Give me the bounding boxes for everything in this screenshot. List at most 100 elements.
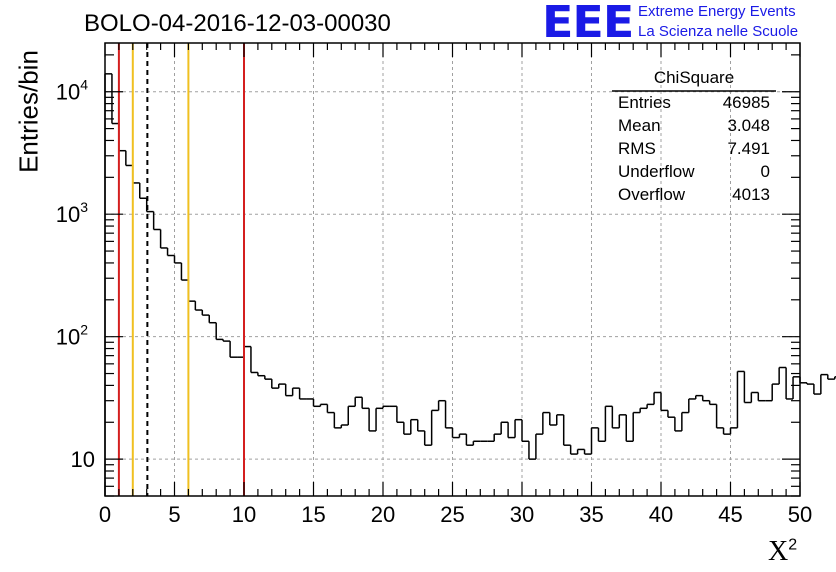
- chart-title: BOLO-04-2016-12-03-00030: [84, 10, 391, 37]
- stats-row-overflow: Overflow 4013: [618, 185, 770, 207]
- histogram-bin: [625, 414, 634, 442]
- histogram-bin: [542, 411, 550, 435]
- histogram-bin: [715, 404, 724, 429]
- histogram-bin: [194, 301, 203, 311]
- stats-value: 4013: [732, 185, 770, 204]
- histogram-bin: [152, 211, 161, 231]
- histogram-bin: [653, 391, 661, 405]
- histogram-bin: [278, 383, 286, 389]
- histogram-bin: [604, 405, 613, 442]
- histogram-bin: [549, 412, 557, 426]
- y-tick-label-exponent: 3: [80, 199, 88, 215]
- histogram-bin: [361, 397, 370, 410]
- reference-lines: [117, 43, 245, 496]
- histogram-bin: [646, 403, 655, 409]
- stats-key: Mean: [618, 116, 661, 135]
- x-tick-label: 5: [168, 502, 180, 527]
- y-tick-label: 104: [56, 77, 88, 105]
- histogram-bin: [111, 73, 119, 125]
- histogram-bin: [813, 384, 821, 395]
- histogram-bin: [507, 422, 516, 439]
- stats-value: 7.491: [727, 139, 770, 158]
- histogram-bin: [465, 434, 474, 446]
- histogram-bin: [792, 376, 800, 399]
- x-tick-label: 45: [718, 502, 742, 527]
- y-tick-label-base: 10: [71, 447, 95, 472]
- histogram-bin: [430, 409, 439, 446]
- x-tick-label: 50: [788, 502, 812, 527]
- stats-value: 3.048: [727, 116, 770, 135]
- histogram-bin: [396, 406, 404, 424]
- histogram-bin: [701, 395, 710, 402]
- histogram-bin: [618, 414, 627, 428]
- histogram-bin: [201, 310, 210, 316]
- histogram-bin: [562, 414, 571, 446]
- stats-key: Overflow: [618, 185, 686, 204]
- histogram-bin: [500, 421, 509, 435]
- histogram-bin: [757, 392, 766, 402]
- histogram-bin: [785, 367, 794, 400]
- histogram-bin: [590, 427, 599, 455]
- histogram-bin: [708, 400, 717, 406]
- stats-value: 46985: [722, 93, 770, 112]
- histogram-bin: [215, 322, 224, 341]
- histogram-bin: [639, 407, 648, 413]
- stats-row-entries: Entries 46985: [618, 93, 770, 115]
- y-tick-label-base: 10: [56, 80, 80, 105]
- histogram-bin: [243, 345, 251, 358]
- x-tick-label: 35: [579, 502, 603, 527]
- stats-row-underflow: Underflow 0: [618, 162, 770, 184]
- histogram-bin: [611, 406, 620, 429]
- histogram-bin: [319, 403, 328, 407]
- histogram-bin: [736, 370, 745, 428]
- x-tick-label: 25: [440, 502, 464, 527]
- histogram-bin: [264, 375, 272, 380]
- histogram-bin: [312, 398, 321, 408]
- x-tick-label: 30: [510, 502, 534, 527]
- logo-caption-line2: La Scienza nelle Scuole: [638, 23, 799, 40]
- histogram-bin: [632, 411, 641, 442]
- histogram-bin: [423, 430, 432, 446]
- histogram-bin: [827, 374, 835, 380]
- histogram-bin: [180, 262, 189, 281]
- histogram-bin: [771, 383, 780, 401]
- histogram-bin: [437, 399, 446, 411]
- histogram-bin: [569, 445, 578, 455]
- histogram-bin: [667, 410, 675, 418]
- stats-row-mean: Mean 3.048: [618, 116, 770, 138]
- y-tick-label: 10: [71, 447, 95, 472]
- logo-caption-line1: Extreme Energy Events: [638, 3, 796, 20]
- histogram-bin: [583, 449, 592, 455]
- histogram-bin: [118, 123, 126, 152]
- histogram-bin: [820, 373, 828, 395]
- x-axis-label: X2: [768, 536, 797, 568]
- histogram-bin: [187, 280, 196, 302]
- histogram-bin: [722, 427, 731, 435]
- histogram-bin: [250, 346, 258, 374]
- y-axis-label: Entries/bin: [13, 50, 44, 173]
- histogram-bin: [799, 376, 807, 384]
- histogram-bin: [729, 427, 738, 435]
- histogram-bin: [132, 165, 140, 184]
- y-tick-label-base: 10: [56, 325, 80, 350]
- histogram-bin: [514, 418, 522, 438]
- histogram-bin: [139, 182, 147, 199]
- histogram-bin: [660, 392, 668, 412]
- histogram-bin: [208, 315, 217, 324]
- x-tick-label: 0: [99, 502, 111, 527]
- histogram-bin: [326, 404, 335, 414]
- histogram-bin: [104, 73, 112, 496]
- histogram-bin: [173, 255, 182, 264]
- histogram-bin: [257, 372, 265, 377]
- histogram-bin: [222, 339, 231, 342]
- tick-marks: [104, 43, 801, 497]
- histogram-bin: [493, 433, 502, 442]
- histogram-bin: [528, 441, 536, 460]
- stats-row-rms: RMS 7.491: [618, 139, 770, 161]
- y-tick-label-exponent: 4: [80, 77, 88, 93]
- histogram-bin: [298, 388, 307, 400]
- histogram-bin: [284, 384, 293, 397]
- histogram-bin: [688, 398, 696, 413]
- histogram-bin: [778, 366, 787, 385]
- histogram-bin: [125, 150, 133, 167]
